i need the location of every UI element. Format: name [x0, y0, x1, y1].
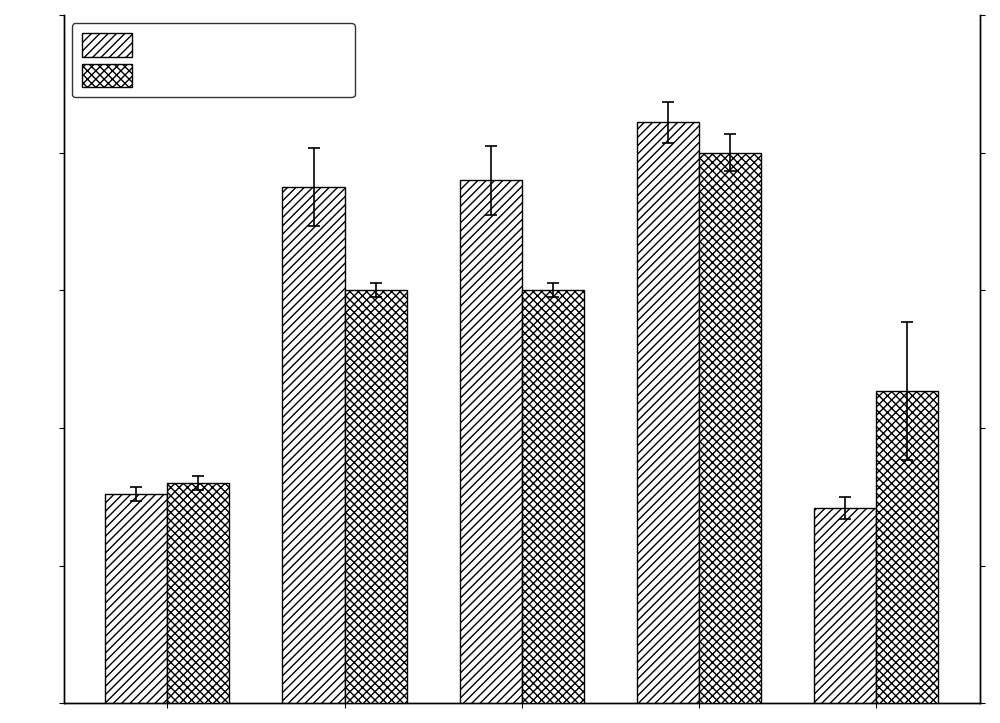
Bar — [460, 180, 522, 703]
Bar — [345, 290, 407, 703]
Bar — [522, 290, 584, 703]
Bar — [167, 483, 229, 703]
Bar — [637, 122, 699, 703]
Bar — [282, 187, 345, 703]
Bar — [876, 391, 938, 703]
Legend: β-葡萄糖甘酶酶活（U）, CK 含量（mg/g）: β-葡萄糖甘酶酶活（U）, CK 含量（mg/g） — [72, 23, 355, 97]
Bar — [814, 508, 876, 703]
Bar — [699, 153, 761, 703]
Bar — [105, 494, 167, 703]
